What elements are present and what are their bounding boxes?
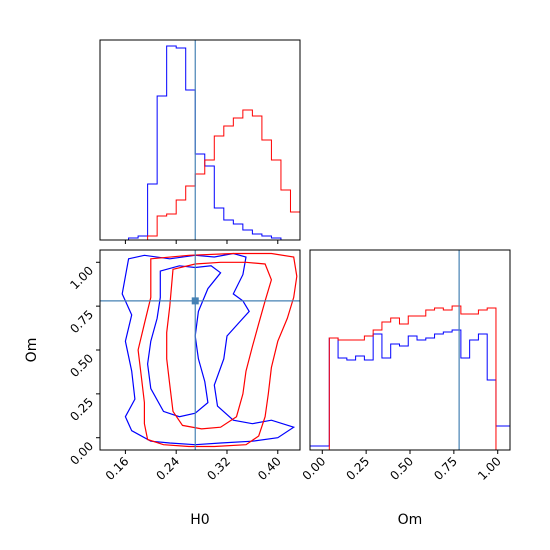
h0-marginal-panel — [99, 39, 301, 244]
axes-frame — [99, 39, 301, 241]
plot-background — [310, 250, 510, 450]
x-tick-label: 0.50 — [387, 454, 416, 483]
om-marginal-panel: 0.00 0.25 0.50 0.75 1.00 — [300, 249, 511, 483]
x-axis-label-h0: H0 — [190, 512, 209, 528]
contour-0-1 — [146, 265, 222, 418]
x-tick-label: 0.75 — [431, 454, 460, 483]
h0-om-contour-panel: 0.16 0.24 0.32 0.40 0.00 0.25 0.50 0.75 1.00 — [67, 249, 301, 483]
plot-background — [100, 250, 300, 450]
x-tick-label: 0.40 — [255, 454, 284, 483]
histogram-series-0 — [100, 45, 300, 241]
contour-1-1 — [166, 261, 273, 430]
histogram-series-0 — [309, 329, 511, 450]
y-tick-label: 0.75 — [67, 307, 96, 336]
x-tick-label: 0.00 — [300, 454, 329, 483]
contour-1-0 — [137, 252, 298, 448]
x-tick-label: 0.32 — [204, 454, 233, 483]
truth-marker — [191, 297, 199, 305]
x-tick-label: 1.00 — [475, 454, 504, 483]
contour-0-0 — [121, 252, 296, 446]
x-tick-label: 0.25 — [343, 454, 372, 483]
y-tick-label: 0.00 — [67, 439, 96, 468]
y-tick-label: 0.25 — [67, 395, 96, 424]
y-axis-label-om: Om — [24, 338, 40, 363]
contour-layer — [121, 252, 298, 448]
y-tick-label: 1.00 — [67, 264, 96, 293]
x-tick-label: 0.24 — [154, 454, 183, 483]
histogram-series-1 — [310, 305, 510, 451]
x-axis-label-om: Om — [398, 512, 423, 528]
histogram-series-1 — [100, 109, 301, 241]
x-tick-label: 0.16 — [103, 454, 132, 483]
y-tick-label: 0.50 — [67, 351, 96, 380]
